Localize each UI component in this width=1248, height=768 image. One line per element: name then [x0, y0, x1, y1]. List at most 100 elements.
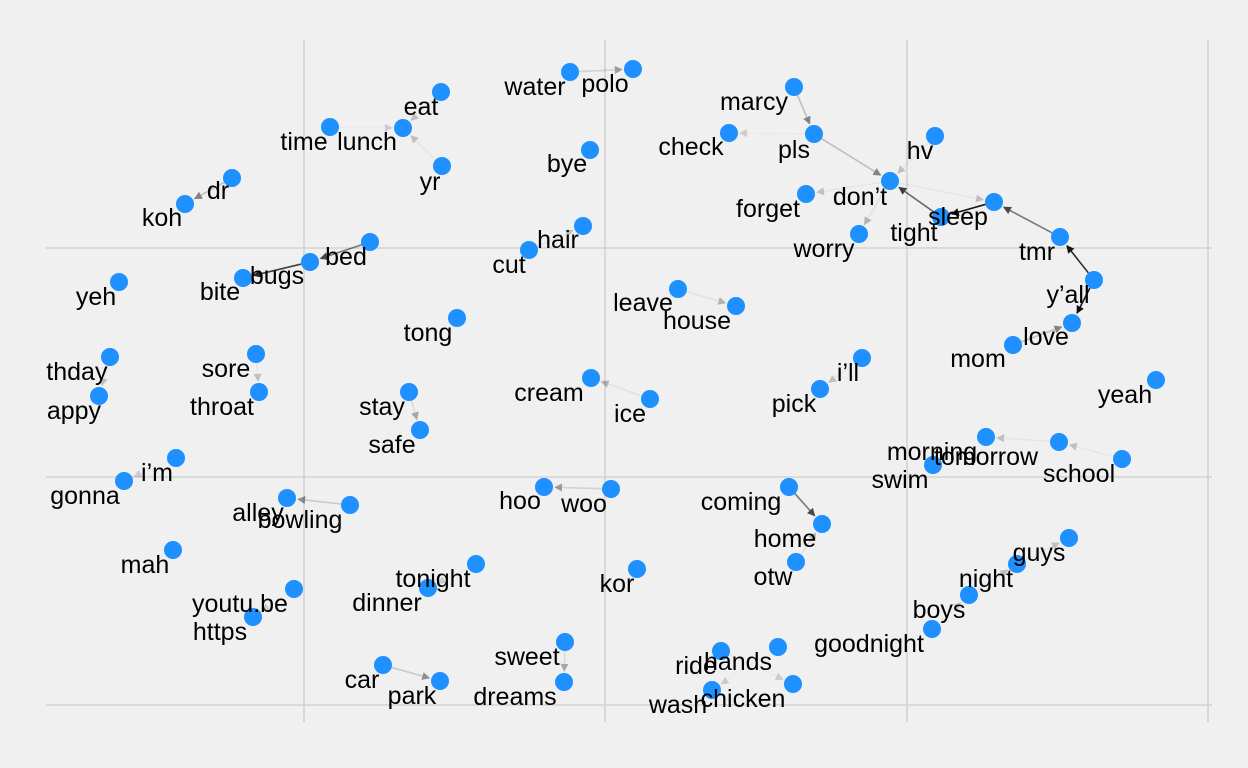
- edge-water-polo: [578, 65, 623, 74]
- node-birthday: [101, 348, 119, 366]
- node-koh: [176, 195, 194, 213]
- word-label: marcy: [720, 88, 789, 116]
- edge-tomorrow-morning: [996, 434, 1051, 443]
- word-label: sleep: [928, 203, 988, 231]
- node-pick: [811, 380, 829, 398]
- word-label: i’ll: [837, 359, 859, 387]
- word-label: swim: [872, 466, 929, 494]
- edge-don't-forget: [816, 181, 882, 196]
- edge-night-guys: [1024, 542, 1060, 561]
- node-stay: [400, 383, 418, 401]
- edge-dr-koh: [193, 181, 225, 200]
- word-label: bite: [200, 278, 240, 306]
- word-label: ice: [614, 400, 646, 428]
- node-car: [374, 656, 392, 674]
- word-label: birthday: [19, 358, 108, 386]
- word-label: pls: [778, 136, 810, 164]
- node-mom: [1004, 336, 1022, 354]
- edge-y'all-love: [1076, 287, 1091, 314]
- node-gonna: [115, 472, 133, 490]
- word-label: love: [1023, 323, 1069, 351]
- word-label: guys: [1013, 539, 1066, 567]
- edge-stay-safe: [410, 400, 419, 421]
- word-label: kor: [600, 570, 635, 598]
- node-https: [244, 608, 262, 626]
- edge-don't-sleep: [898, 181, 985, 203]
- word-label: hoo: [499, 487, 541, 515]
- word-label: tonight: [395, 565, 470, 593]
- word-label: night: [959, 565, 1013, 593]
- node-night: [1008, 555, 1026, 573]
- word-label: time: [280, 128, 327, 156]
- node-hv: [926, 127, 944, 145]
- word-label: park: [388, 682, 437, 710]
- node-swim: [924, 456, 942, 474]
- word-label: hair: [537, 226, 579, 254]
- node-love: [1063, 314, 1081, 332]
- edge-don't-worry: [863, 188, 887, 226]
- node-guys: [1060, 529, 1078, 547]
- word-label: throat: [190, 393, 254, 421]
- word-label: alley: [232, 499, 284, 527]
- word-label: leave: [613, 289, 673, 317]
- node-cut: [520, 241, 538, 259]
- edge-birthday-happy: [100, 365, 109, 387]
- node-layer: [90, 60, 1165, 699]
- word-label: hv: [907, 137, 934, 165]
- edge-coming-home: [794, 493, 816, 517]
- word-label: safe: [368, 431, 415, 459]
- word-label: check: [658, 133, 724, 161]
- node-leave: [669, 280, 687, 298]
- word-label: wash: [648, 691, 707, 719]
- node-dreams: [555, 673, 573, 691]
- word-label: house: [663, 307, 731, 335]
- node-home: [813, 515, 831, 533]
- word-label: youtu.be: [192, 590, 288, 618]
- edge-sleep-tight: [950, 203, 986, 216]
- word-label: tomorrow: [934, 443, 1039, 471]
- node-yeah: [1147, 371, 1165, 389]
- node-tomorrow: [1050, 433, 1068, 451]
- word-label: cream: [514, 379, 583, 407]
- word-label: worry: [792, 235, 855, 263]
- word-label: otw: [754, 563, 794, 591]
- node-throat: [250, 383, 268, 401]
- node-kor: [628, 560, 646, 578]
- edge-mom-love: [1021, 325, 1063, 343]
- word-label: yeah: [1098, 381, 1152, 409]
- word-label: stay: [359, 393, 405, 421]
- node-tmr: [1051, 228, 1069, 246]
- node-y'all: [1085, 271, 1103, 289]
- node-yr: [433, 157, 451, 175]
- word-label: bowling: [258, 506, 343, 534]
- node-mah: [164, 541, 182, 559]
- word-label: school: [1043, 460, 1115, 488]
- node-hands: [769, 638, 787, 656]
- node-dr: [223, 169, 241, 187]
- node-bite: [234, 269, 252, 287]
- node-tonight: [467, 555, 485, 573]
- edge-otw-home: [800, 532, 817, 556]
- node-coming: [780, 478, 798, 496]
- node-school: [1113, 450, 1131, 468]
- node-bed: [361, 233, 379, 251]
- node-otw: [787, 553, 805, 571]
- node-safe: [411, 421, 429, 439]
- word-label: mom: [950, 345, 1006, 373]
- edge-tight-don't: [898, 186, 935, 213]
- word-label: sweet: [494, 643, 559, 671]
- word-label: coming: [701, 488, 782, 516]
- word-label: lunch: [337, 128, 397, 156]
- word-label: dreams: [473, 683, 556, 711]
- node-bugs: [301, 253, 319, 271]
- node-ice: [641, 390, 659, 408]
- word-label: boys: [913, 596, 966, 624]
- node-goodnight: [923, 620, 941, 638]
- word-label: i’m: [141, 459, 173, 487]
- word-label: https: [193, 618, 247, 646]
- edge-leave-house: [686, 290, 727, 305]
- word-label: happy: [33, 397, 102, 425]
